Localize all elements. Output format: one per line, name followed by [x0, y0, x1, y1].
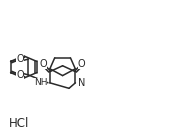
Text: HCl: HCl — [9, 117, 29, 130]
Text: N: N — [78, 78, 85, 88]
Text: O: O — [40, 59, 47, 69]
Text: O: O — [16, 54, 24, 64]
Text: O: O — [78, 59, 85, 69]
Text: O: O — [16, 70, 24, 80]
Text: NH: NH — [34, 78, 47, 87]
